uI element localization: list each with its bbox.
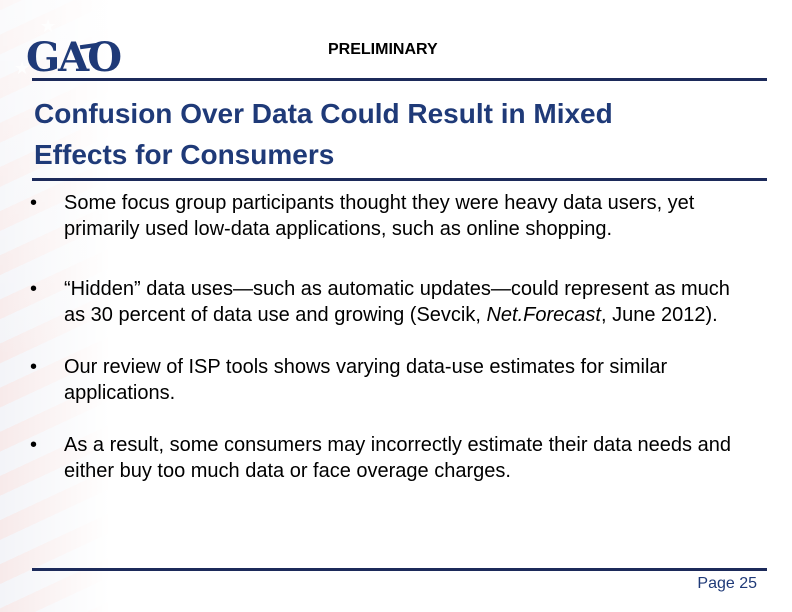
bullet-text: “Hidden” data uses—such as automatic upd… bbox=[64, 278, 730, 326]
bullet-list: • Some focus group participants thought … bbox=[30, 190, 750, 484]
slide-title: Confusion Over Data Could Result in Mixe… bbox=[34, 93, 754, 175]
star-icon: ★ bbox=[40, 16, 57, 36]
gao-logo: GAO bbox=[26, 38, 122, 78]
footer-divider bbox=[32, 568, 767, 571]
title-divider bbox=[32, 178, 767, 181]
bullet-text: Our review of ISP tools shows varying da… bbox=[64, 356, 668, 404]
slide-title-line-1: Confusion Over Data Could Result in Mixe… bbox=[34, 98, 613, 129]
bullet-marker: • bbox=[30, 192, 38, 214]
star-icon: ★ bbox=[14, 58, 31, 78]
bullet-marker: • bbox=[30, 278, 38, 300]
gao-logo-text: GAO bbox=[26, 34, 122, 81]
slide-title-line-2: Effects for Consumers bbox=[34, 139, 335, 170]
bullet-text-italic: Net.Forecast bbox=[486, 304, 601, 326]
bullet-text-part: , June 2012). bbox=[600, 304, 718, 326]
bullet-marker: • bbox=[30, 356, 38, 378]
page-number: Page 25 bbox=[697, 575, 757, 592]
preliminary-label: PRELIMINARY bbox=[328, 41, 438, 58]
bullet-item: • “Hidden” data uses—such as automatic u… bbox=[30, 276, 750, 328]
bullet-text: Some focus group participants thought th… bbox=[64, 192, 695, 240]
bullet-item: • As a result, some consumers may incorr… bbox=[30, 432, 750, 484]
header-divider bbox=[32, 78, 767, 81]
bullet-marker: • bbox=[30, 434, 38, 456]
bullet-item: • Our review of ISP tools shows varying … bbox=[30, 354, 750, 406]
bullet-text-part: “Hidden” data uses—such as automatic upd… bbox=[64, 278, 730, 326]
bullet-item: • Some focus group participants thought … bbox=[30, 190, 750, 242]
bullet-text: As a result, some consumers may incorrec… bbox=[64, 434, 731, 482]
